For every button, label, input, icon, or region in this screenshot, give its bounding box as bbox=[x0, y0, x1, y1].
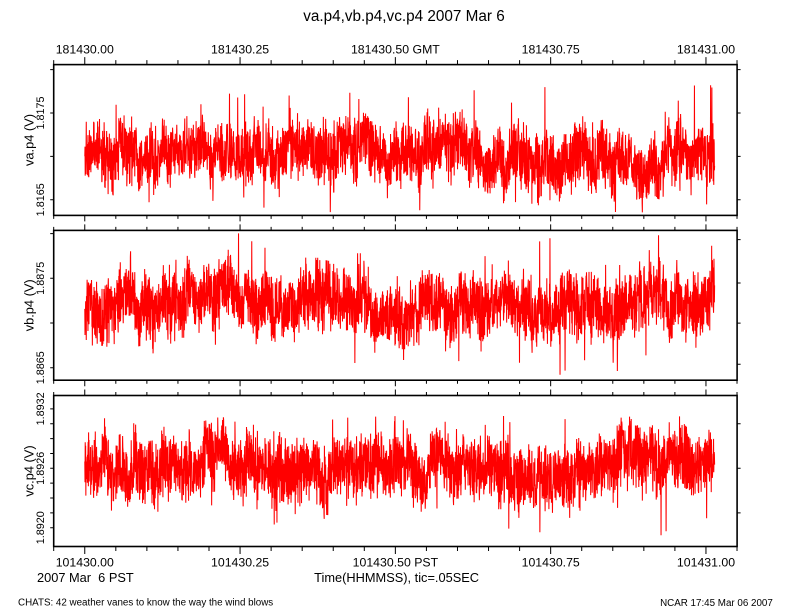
svg-text:101430.75: 101430.75 bbox=[522, 556, 580, 570]
svg-text:va.p4,vb.p4,vc.p4 2007 Mar 6: va.p4,vb.p4,vc.p4 2007 Mar 6 bbox=[303, 8, 505, 25]
svg-text:Time(HHMMSS), tic=.05SEC: Time(HHMMSS), tic=.05SEC bbox=[314, 570, 479, 585]
svg-text:1.8165: 1.8165 bbox=[35, 183, 47, 216]
svg-text:181430.50 GMT: 181430.50 GMT bbox=[351, 43, 440, 57]
svg-text:vc.p4 (V): vc.p4 (V) bbox=[22, 445, 37, 496]
svg-text:1.8865: 1.8865 bbox=[35, 351, 47, 384]
svg-text:va.p4 (V): va.p4 (V) bbox=[22, 114, 37, 166]
svg-text:NCAR 17:45 Mar 06 2007: NCAR 17:45 Mar 06 2007 bbox=[660, 598, 773, 609]
svg-text:vb.p4 (V): vb.p4 (V) bbox=[22, 279, 37, 331]
svg-text:181430.25: 181430.25 bbox=[211, 43, 269, 57]
svg-text:101430.25: 101430.25 bbox=[211, 556, 269, 570]
svg-text:1.8175: 1.8175 bbox=[35, 96, 47, 129]
svg-text:1.8875: 1.8875 bbox=[35, 262, 47, 295]
svg-text:101430.50 PST: 101430.50 PST bbox=[353, 556, 439, 570]
svg-text:101430.00: 101430.00 bbox=[56, 556, 114, 570]
svg-text:101431.00: 101431.00 bbox=[677, 556, 735, 570]
svg-text:181430.00: 181430.00 bbox=[56, 43, 114, 57]
svg-text:1.8926: 1.8926 bbox=[35, 452, 47, 485]
svg-text:181430.75: 181430.75 bbox=[522, 43, 580, 57]
svg-text:181431.00: 181431.00 bbox=[677, 43, 735, 57]
svg-text:1.8932: 1.8932 bbox=[35, 392, 47, 425]
svg-text:CHATS: 42 weather vanes to kno: CHATS: 42 weather vanes to know the way … bbox=[18, 598, 273, 609]
svg-text:2007 Mar 6 PST: 2007 Mar 6 PST bbox=[37, 570, 134, 585]
svg-text:1.8920: 1.8920 bbox=[35, 511, 47, 544]
